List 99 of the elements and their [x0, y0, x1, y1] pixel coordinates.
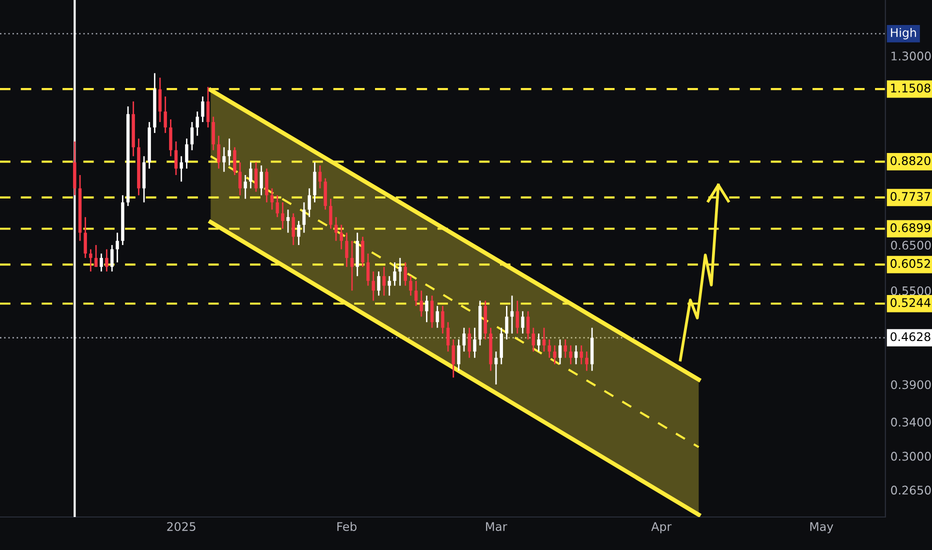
candlestick [345, 232, 348, 268]
candlestick [270, 188, 274, 210]
ref-line-label: 0.6052 [890, 259, 930, 268]
ref-line-label: 0.4628 [890, 332, 930, 342]
candlestick [100, 252, 103, 272]
candlestick [420, 290, 423, 318]
candlestick [532, 327, 535, 352]
candlestick [206, 86, 210, 128]
candlestick [382, 266, 386, 296]
candlestick [292, 212, 295, 246]
candlestick [116, 232, 119, 264]
candlestick [361, 236, 364, 268]
x-tick-label: Apr [651, 522, 672, 534]
y-tick-label: 1.3000 [892, 52, 931, 60]
candlestick [398, 257, 402, 286]
candlestick [260, 164, 263, 196]
candlestick [276, 194, 279, 218]
ref-line-label: 0.5244 [890, 298, 930, 308]
candlestick [462, 327, 466, 352]
candlestick [377, 270, 380, 296]
candlestick [521, 310, 524, 334]
candlestick [302, 202, 306, 234]
candlestick [436, 305, 439, 328]
candlestick [196, 110, 199, 136]
candlestick [254, 162, 258, 192]
ref-line-label: High [890, 28, 916, 40]
candlestick [89, 248, 92, 272]
y-tick-label: 0.5500 [891, 286, 931, 296]
y-tick-label: 0.6500 [891, 240, 931, 250]
candlestick [564, 338, 567, 359]
candlestick [249, 162, 252, 190]
candlestick [190, 121, 194, 151]
candlestick [212, 116, 215, 151]
x-tick-label: May [810, 522, 834, 534]
candlestick [281, 202, 284, 230]
candlestick [286, 208, 290, 234]
candlestick [393, 262, 396, 286]
candlestick [473, 327, 476, 359]
candlestick [526, 310, 530, 340]
y-tick-label: 0.3000 [891, 452, 931, 461]
candlestick [366, 252, 370, 286]
candlestick [457, 338, 460, 372]
candlestick [201, 96, 204, 123]
candlestick [425, 294, 428, 323]
candlestick [297, 220, 300, 246]
candlestick [233, 146, 236, 176]
ref-line-label: 0.6899 [890, 223, 930, 232]
candlestick [372, 270, 375, 302]
candlestick [430, 294, 434, 328]
ref-line-label: 1.1508 [891, 84, 930, 93]
candlestick [516, 300, 519, 334]
candlestick [185, 138, 188, 170]
candlestick [228, 138, 231, 166]
x-tick-label: Mar [486, 522, 508, 531]
candlestick [548, 338, 551, 359]
candlestick [569, 344, 572, 365]
candlestick [158, 76, 162, 123]
ref-line-label: 0.7737 [890, 192, 930, 201]
candlestick [318, 164, 322, 190]
candlestick [553, 344, 556, 365]
ref-line-label: 0.8820 [890, 156, 930, 166]
candlestick [452, 338, 455, 378]
candlestick [404, 262, 407, 286]
candlestick [180, 156, 183, 182]
candlestick [574, 344, 578, 365]
candlestick [308, 188, 311, 218]
candlestick [217, 135, 220, 170]
y-tick-label: 0.2650 [891, 486, 931, 495]
candlestick [110, 244, 114, 272]
candlestick [265, 168, 268, 204]
candlestick [94, 244, 98, 268]
candlestick [505, 305, 508, 340]
candlestick [329, 198, 332, 230]
candlestick [542, 327, 546, 352]
candlestick [105, 248, 108, 272]
candlestick [446, 321, 450, 352]
y-tick-label: 0.3900 [891, 380, 931, 390]
candlestick [468, 327, 471, 359]
candlestick [238, 162, 242, 196]
x-tick-label: 2025 [167, 522, 196, 531]
y-tick-label: 0.3400 [891, 418, 931, 427]
candlestick [537, 332, 540, 352]
candlestick [169, 118, 172, 157]
candlestick [409, 275, 412, 296]
candlestick [510, 294, 514, 334]
candlestick [558, 338, 562, 365]
candlestick [340, 224, 343, 250]
candlestick [244, 174, 247, 200]
x-tick-label: Feb [337, 522, 356, 531]
candlestick [414, 280, 418, 307]
candlestick [222, 146, 226, 172]
candlestick [313, 162, 316, 204]
candlestick [164, 96, 167, 134]
candlestick [84, 216, 87, 259]
candlestick [580, 344, 583, 365]
candlestick [441, 305, 444, 334]
candlestick [585, 350, 588, 372]
candlestick [350, 240, 354, 292]
candlestick [174, 140, 178, 176]
